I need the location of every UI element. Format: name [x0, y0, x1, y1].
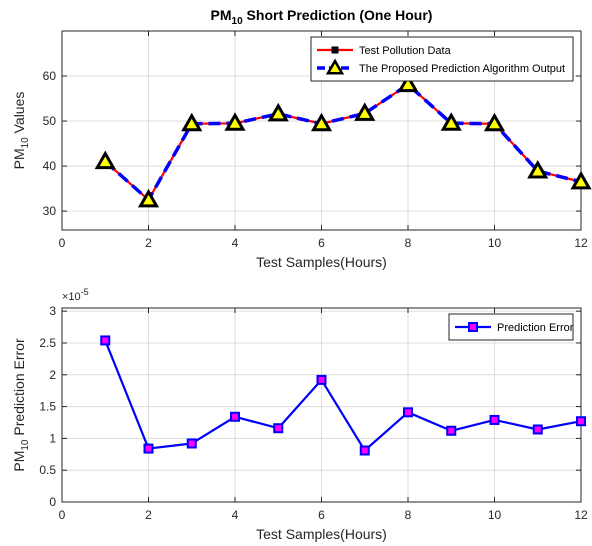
data-point	[267, 102, 289, 122]
y-axis-exponent-power: -5	[81, 287, 89, 297]
x-tick-label: 2	[145, 508, 152, 522]
data-point	[576, 416, 586, 427]
legend-label: Prediction Error	[497, 322, 574, 334]
legend: Test Pollution Data The Proposed Predicti…	[310, 36, 574, 82]
y-tick-label: 1	[49, 431, 56, 445]
x-tick-label: 8	[405, 508, 412, 522]
y-tick-label: 0.5	[39, 463, 56, 477]
series-line-1	[104, 340, 582, 452]
data-point	[483, 112, 506, 132]
x-tick-label: 12	[574, 236, 588, 250]
y-tick-label: 50	[43, 114, 57, 128]
y-axis-label-subscript: 10	[20, 137, 31, 149]
data-point	[397, 73, 419, 93]
y-axis-exponent: ×10-5	[62, 287, 89, 303]
x-tick-label: 8	[405, 236, 412, 250]
data-point	[273, 423, 284, 434]
x-tick-label: 2	[145, 236, 152, 250]
data-point	[181, 112, 203, 132]
data-point	[527, 159, 549, 179]
data-point	[310, 112, 333, 132]
legend-label: Test Pollution Data	[359, 45, 452, 57]
y-axis-label-main: PM	[11, 451, 27, 472]
y-tick-label: 2	[49, 368, 56, 382]
bottom-chart: 0 2 4 6 8 10 12 0 0.5 1 1.5 2 2.5 3 Test Samples(Hours…	[11, 287, 588, 542]
data-point	[230, 411, 240, 422]
data-point	[359, 445, 370, 456]
y-tick-label: 1.5	[39, 400, 56, 414]
x-tick-label: 10	[488, 508, 502, 522]
y-axis-label: PM10 Values	[11, 92, 31, 170]
legend-marker	[325, 58, 345, 75]
x-tick-label: 10	[488, 236, 502, 250]
y-axis-label-subscript: 10	[20, 439, 31, 451]
data-point	[489, 414, 500, 425]
x-axis-label: Test Samples(Hours)	[256, 254, 387, 270]
data-point	[224, 112, 246, 131]
x-tick-label: 4	[232, 236, 239, 250]
legend-box	[310, 36, 574, 82]
legend-marker	[468, 322, 478, 332]
data-point	[532, 424, 543, 435]
y-axis-label-main: PM	[11, 148, 27, 169]
legend: Prediction Error	[448, 313, 574, 341]
x-tick-label: 0	[59, 236, 66, 250]
x-tick-label: 6	[318, 508, 325, 522]
series-line-2	[104, 82, 582, 202]
legend-marker	[331, 46, 339, 54]
data-point	[137, 188, 160, 208]
y-tick-label: 0	[49, 495, 56, 509]
x-tick-label: 6	[318, 236, 325, 250]
data-point	[316, 374, 327, 385]
data-point	[446, 425, 457, 436]
y-tick-label: 30	[43, 204, 57, 218]
y-tick-label: 2.5	[39, 336, 56, 350]
y-tick-label: 60	[43, 69, 57, 83]
y-tick-label: 3	[49, 304, 56, 318]
data-point	[570, 170, 592, 190]
data-point	[94, 150, 116, 170]
y-axis-label-rest: Values	[11, 92, 27, 138]
y-axis-label-rest: Prediction Error	[11, 338, 27, 439]
legend-label: The Proposed Prediction Algorithm Output	[359, 63, 565, 75]
chart-title: PM10 Short Prediction (One Hour)	[211, 7, 433, 27]
y-axis-exponent-base: ×10	[62, 291, 81, 303]
data-point	[403, 407, 413, 418]
data-point	[186, 438, 197, 449]
chart-title-subscript: 10	[232, 16, 244, 27]
data-point	[143, 443, 154, 454]
chart-title-rest: Short Prediction (One Hour)	[243, 7, 433, 23]
x-tick-label: 0	[59, 508, 66, 522]
data-point	[354, 102, 376, 121]
y-tick-label: 40	[43, 159, 57, 173]
data-point	[440, 112, 462, 131]
x-tick-label: 4	[232, 508, 239, 522]
data-point	[100, 335, 111, 346]
x-axis-label: Test Samples(Hours)	[256, 526, 387, 542]
x-tick-label: 12	[574, 508, 588, 522]
chart-title-main: PM	[211, 7, 232, 23]
y-axis-label: PM10 Prediction Error	[11, 338, 31, 472]
